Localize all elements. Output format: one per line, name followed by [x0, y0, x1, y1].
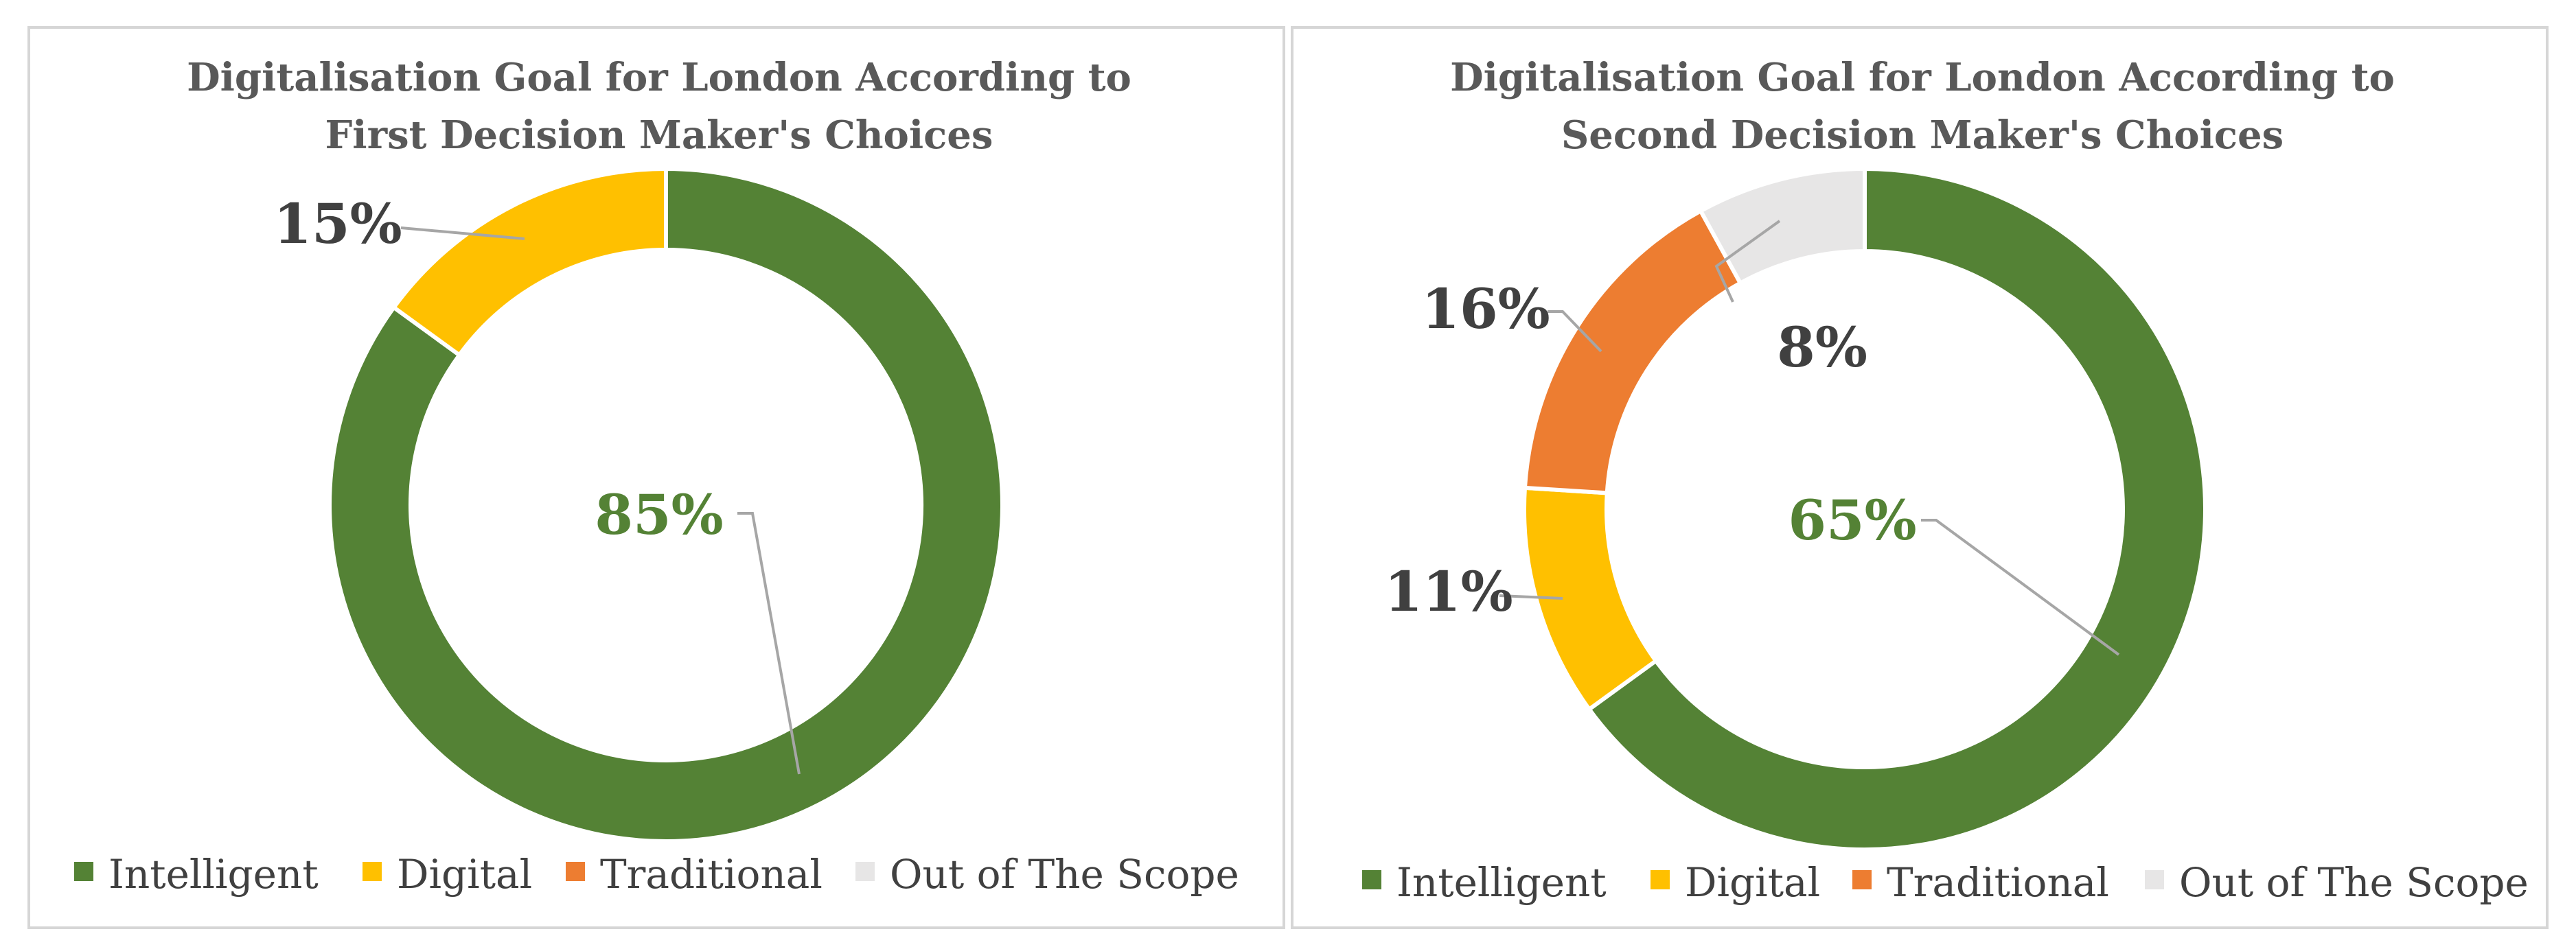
doughnut-slice-intelligent: [327, 166, 1004, 843]
chart-panel-second: Digitalisation Goal for London According…: [1291, 26, 2549, 929]
legend-label-out-of-scope: Out of The Scope: [2179, 859, 2529, 906]
doughnut-labels: 65% 11% 16% 8%: [1384, 220, 2120, 656]
leader-line-digital: [400, 226, 525, 240]
legend-label-intelligent: Intelligent: [1396, 859, 1607, 906]
leader-line-digital: [1499, 594, 1563, 600]
data-label-digital: 11%: [1384, 559, 1513, 624]
doughnut-slices: [327, 166, 1004, 843]
leader-line-intelligent: [737, 512, 801, 775]
legend-swatch-digital: [1651, 870, 1670, 889]
chart-panel-first: Digitalisation Goal for London According…: [27, 26, 1285, 929]
doughnut-slices: [1522, 166, 2207, 852]
chart-first-decision-maker: Digitalisation Goal for London According…: [74, 55, 1239, 898]
legend-swatch-digital: [363, 862, 382, 881]
doughnut-slice-out-of-scope: [1697, 166, 1867, 286]
data-label-digital: 15%: [273, 191, 402, 256]
chart-title-line-2: Second Decision Maker's Choices: [1561, 113, 2284, 158]
legend-swatch-out-of-scope: [2145, 870, 2164, 889]
legend-label-traditional: Traditional: [600, 851, 823, 898]
legend-swatch-out-of-scope: [855, 862, 875, 881]
leader-line-intelligent: [1921, 519, 2120, 656]
data-label-intelligent: 85%: [595, 482, 723, 547]
leader-line-traditional: [1548, 310, 1602, 353]
chart-title-line-2: First Decision Maker's Choices: [325, 113, 993, 158]
legend-swatch-traditional: [1852, 870, 1872, 889]
legend-label-intelligent: Intelligent: [108, 851, 319, 898]
data-label-intelligent: 65%: [1788, 488, 1916, 552]
legend-label-digital: Digital: [397, 851, 532, 898]
legend-swatch-intelligent: [1362, 870, 1381, 889]
legend-label-out-of-scope: Out of The Scope: [890, 851, 1239, 898]
legend: Intelligent Digital Traditional Out of T…: [74, 851, 1239, 898]
doughnut-slice-traditional: [1522, 208, 1743, 495]
chart-title-line-1: Digitalisation Goal for London According…: [187, 55, 1131, 100]
doughnut-labels: 85% 15%: [273, 191, 801, 775]
chart-title-line-1: Digitalisation Goal for London According…: [1450, 55, 2395, 100]
doughnut-slice-digital: [391, 166, 668, 358]
doughnut-slice-intelligent: [1586, 166, 2207, 852]
data-label-traditional: 16%: [1421, 277, 1550, 341]
leader-line-out-of-scope: [1714, 220, 1781, 303]
legend-label-digital: Digital: [1685, 859, 1820, 906]
legend-swatch-traditional: [566, 862, 585, 881]
legend-label-traditional: Traditional: [1887, 859, 2109, 906]
data-label-out-of-scope: 8%: [1777, 315, 1867, 379]
legend-swatch-intelligent: [74, 862, 93, 881]
chart-second-decision-maker: Digitalisation Goal for London According…: [1362, 55, 2529, 906]
legend: Intelligent Digital Traditional Out of T…: [1362, 859, 2529, 906]
